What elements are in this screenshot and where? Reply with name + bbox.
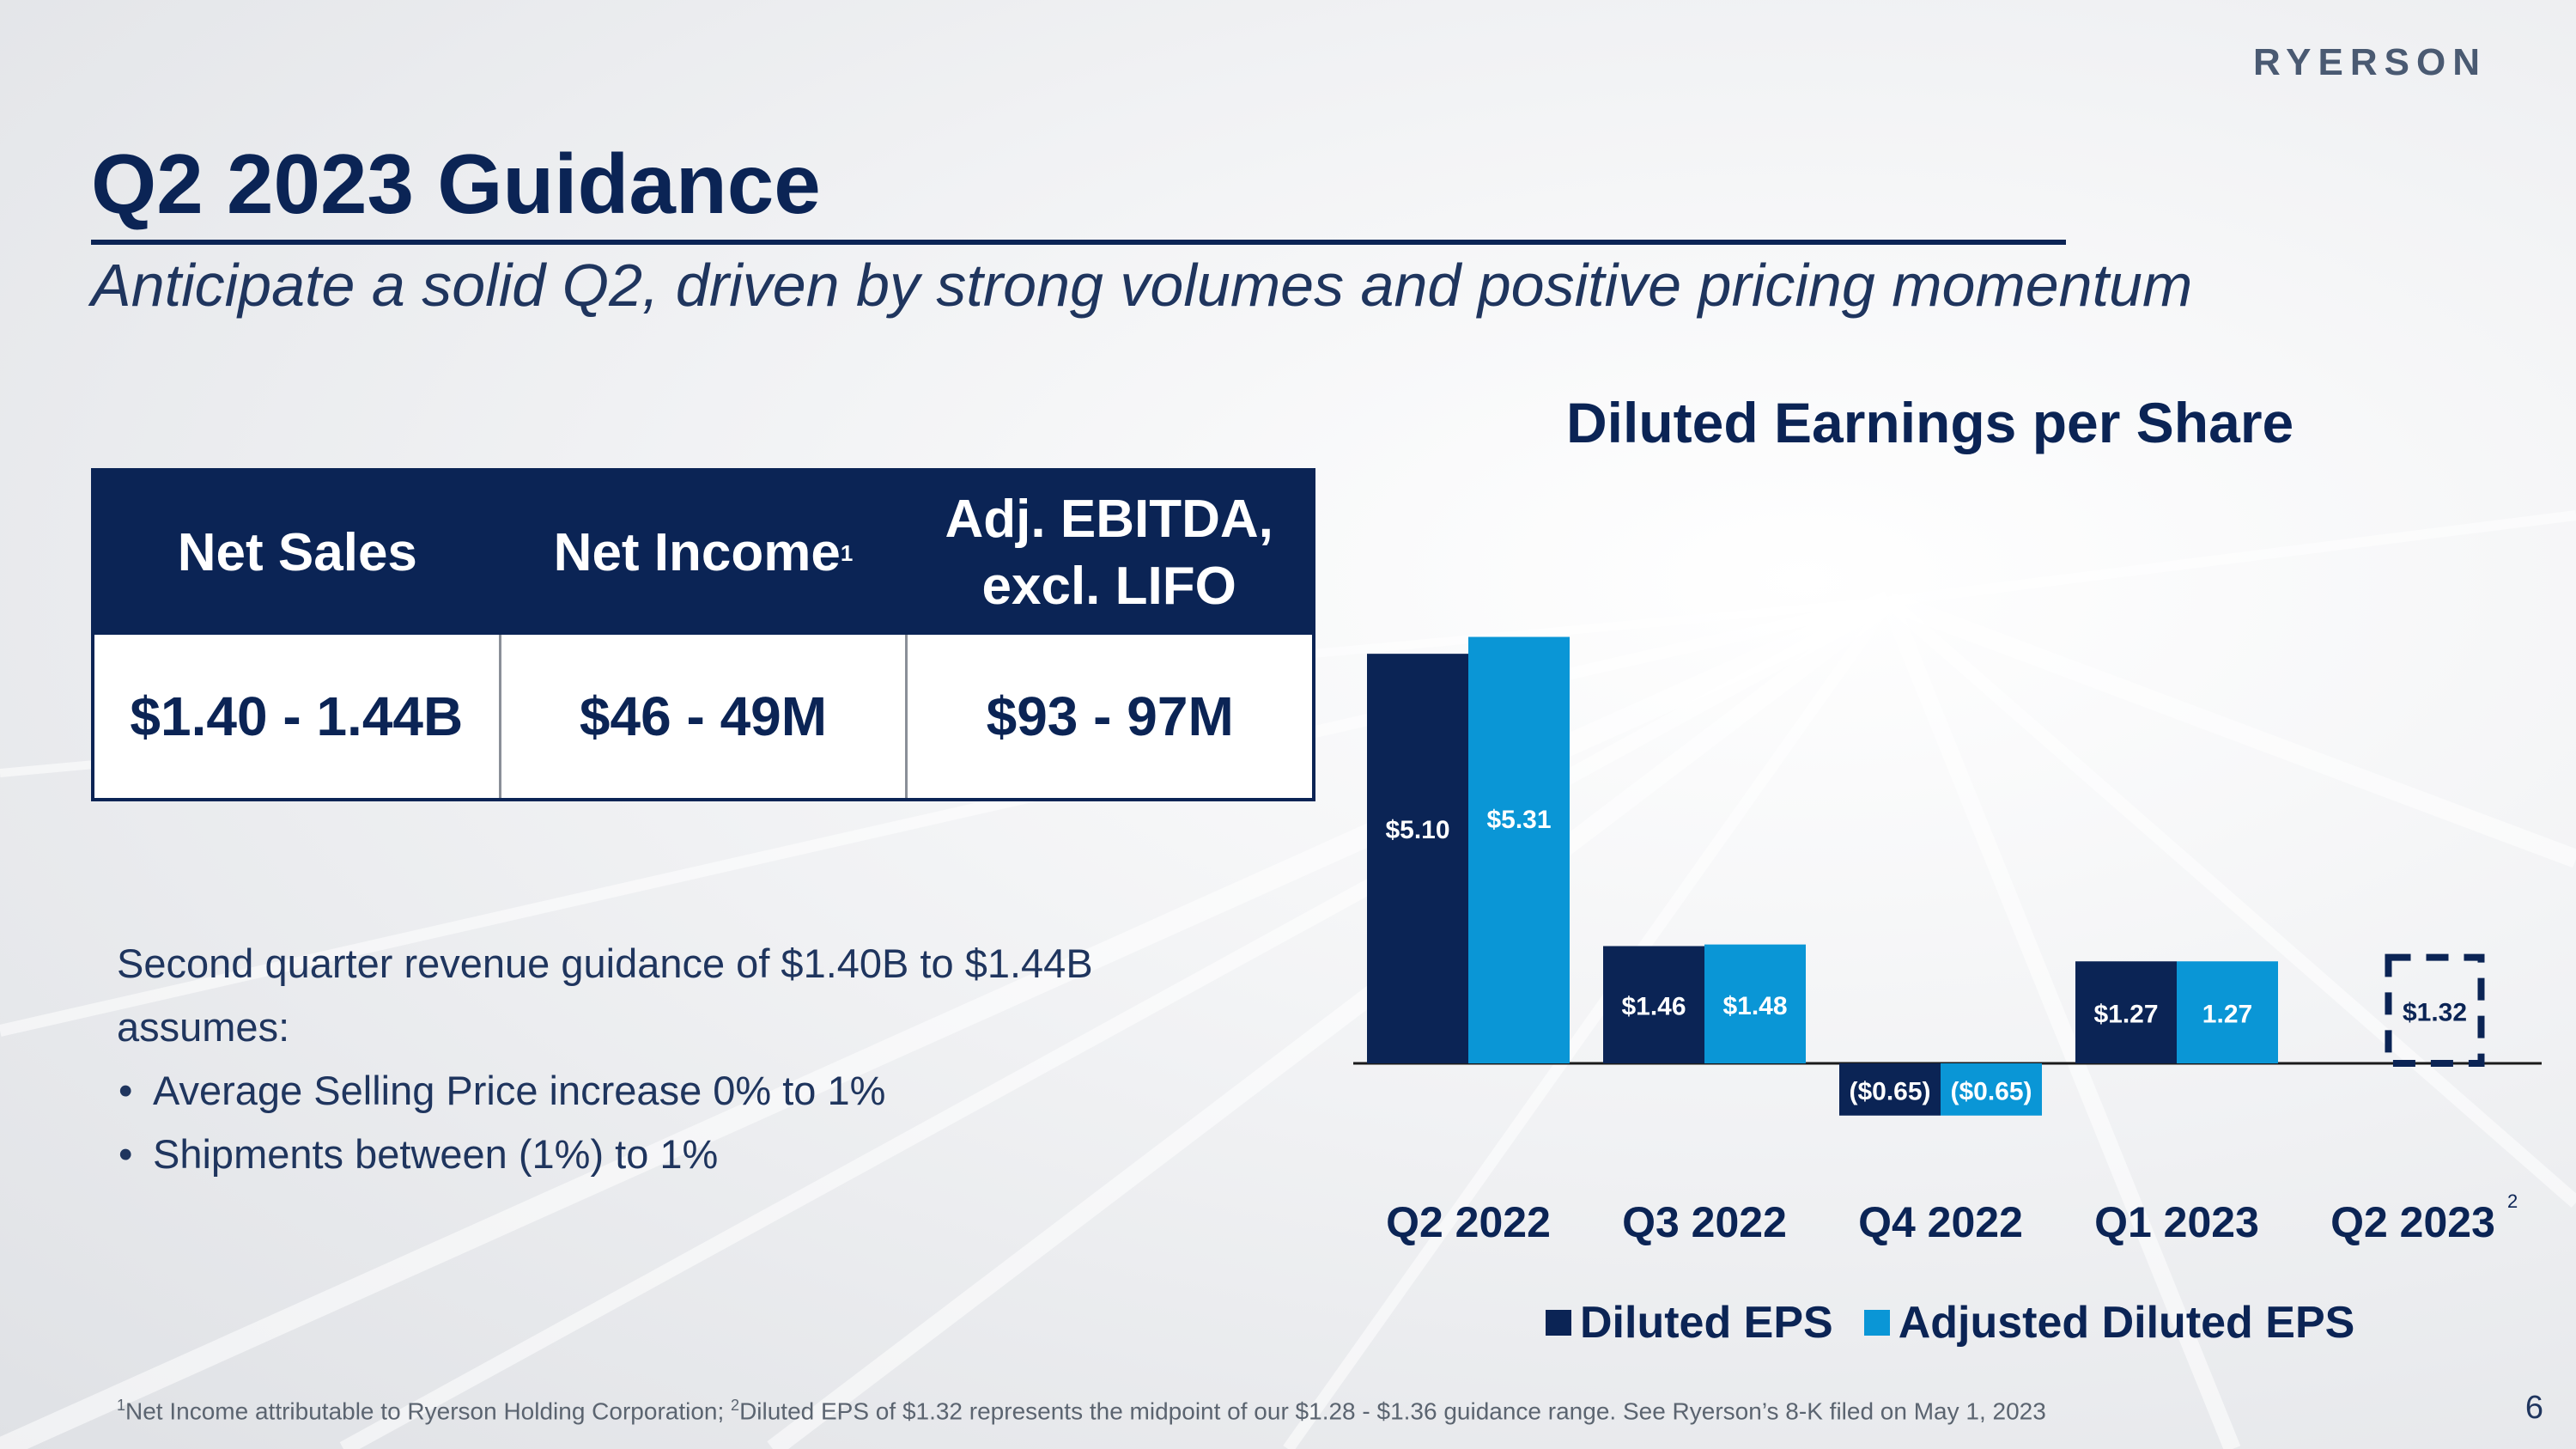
header-net-sales-label: Net Sales xyxy=(177,523,417,582)
data-label-diluted-eps: ($0.65) xyxy=(1849,1077,1930,1105)
page-number: 6 xyxy=(2524,1390,2543,1426)
guidance-table-values: $1.40 - 1.44B $46 - 49M $93 - 97M xyxy=(94,635,1312,798)
value-adj-ebitda: $93 - 97M xyxy=(986,685,1234,747)
data-label-diluted-eps: $5.10 xyxy=(1385,816,1449,844)
bar-adjusted-eps xyxy=(2177,961,2278,1063)
legend-label-adjusted-eps: Adjusted Diluted EPS xyxy=(1898,1298,2355,1348)
x-tick-label: Q1 2023 xyxy=(2094,1198,2259,1246)
data-label-adjusted-eps: $1.48 xyxy=(1722,992,1787,1020)
page-subtitle: Anticipate a solid Q2, driven by strong … xyxy=(91,252,2193,319)
bar-diluted-eps xyxy=(1367,654,1468,1063)
x-tick-label: Q2 2023 xyxy=(2330,1198,2495,1246)
legend-swatch-diluted-eps xyxy=(1546,1310,1571,1336)
bar-diluted-eps xyxy=(1603,946,1704,1063)
guidance-assumptions: Second quarter revenue guidance of $1.40… xyxy=(117,932,1233,1186)
data-label-adjusted-eps: ($0.65) xyxy=(1950,1077,2032,1105)
bar-adjusted-eps xyxy=(1704,944,1806,1063)
legend-item-adjusted-eps: Adjusted Diluted EPS xyxy=(1863,1297,2355,1349)
bar-diluted-eps xyxy=(1839,1063,1941,1116)
bar-guidance-dashed xyxy=(2385,953,2485,1068)
footnote-text-1: Net Income attributable to Ryerson Holdi… xyxy=(125,1397,732,1425)
assumption-bullet: Shipments between (1%) to 1% xyxy=(117,1123,1233,1186)
bar-adjusted-eps xyxy=(1941,1063,2042,1116)
chart-title: Diluted Earnings per Share xyxy=(1566,391,2294,454)
legend-item-diluted-eps: Diluted EPS xyxy=(1546,1297,1833,1349)
footnote: 1Net Income attributable to Ryerson Hold… xyxy=(117,1397,2046,1425)
ryerson-logo: RYERSON xyxy=(2253,41,2487,83)
guidance-table-header: Net Sales Net Income 1 Adj. EBITDA, excl.… xyxy=(94,472,1312,635)
x-tick-label: Q2 2022 xyxy=(1386,1198,1551,1246)
x-tick-label: Q3 2022 xyxy=(1622,1198,1787,1246)
value-net-income: $46 - 49M xyxy=(501,635,908,798)
guidance-table: Net Sales Net Income 1 Adj. EBITDA, excl.… xyxy=(91,468,1315,801)
header-net-income: Net Income 1 xyxy=(501,472,907,635)
data-label-diluted-eps: $1.32 xyxy=(2403,998,2467,1026)
chart-legend: Diluted EPS Adjusted Diluted EPS xyxy=(1546,1297,2385,1349)
bar-diluted-eps xyxy=(2075,961,2177,1063)
assumptions-intro: Second quarter revenue guidance of $1.40… xyxy=(117,941,1093,1050)
legend-swatch-adjusted-eps xyxy=(1863,1310,1890,1336)
footnote-text-2: Diluted EPS of $1.32 represents the midp… xyxy=(739,1397,2046,1425)
header-net-sales: Net Sales xyxy=(94,472,501,635)
header-net-income-label: Net Income xyxy=(553,523,841,582)
footnote-sup-2: 2 xyxy=(731,1397,740,1414)
header-adj-ebitda: Adj. EBITDA, excl. LIFO xyxy=(906,472,1312,635)
header-adj-ebitda-label: Adj. EBITDA, excl. LIFO xyxy=(945,490,1273,616)
data-label-diluted-eps: $1.27 xyxy=(2093,1001,2158,1029)
data-label-adjusted-eps: $5.31 xyxy=(1486,806,1551,834)
bar-adjusted-eps xyxy=(1468,636,1570,1063)
x-tick-footnote-marker: 2 xyxy=(2507,1190,2518,1212)
data-label-diluted-eps: $1.46 xyxy=(1621,993,1686,1021)
footnote-sup-1: 1 xyxy=(117,1397,126,1414)
page-title: Q2 2023 Guidance xyxy=(91,137,821,231)
x-tick-label: Q4 2022 xyxy=(1858,1198,2023,1246)
title-underline xyxy=(91,240,2066,245)
legend-label-diluted-eps: Diluted EPS xyxy=(1580,1298,1833,1348)
value-net-sales: $1.40 - 1.44B xyxy=(94,635,501,798)
assumption-bullet: Average Selling Price increase 0% to 1% xyxy=(117,1059,1233,1123)
eps-bar-chart: $5.10 $5.31 Q2 2022 $1.46 $1.48 Q3 2022 ($0.65… xyxy=(1353,636,2542,1246)
footnote-marker-1: 1 xyxy=(840,540,854,566)
data-label-adjusted-eps: 1.27 xyxy=(2202,1001,2252,1029)
